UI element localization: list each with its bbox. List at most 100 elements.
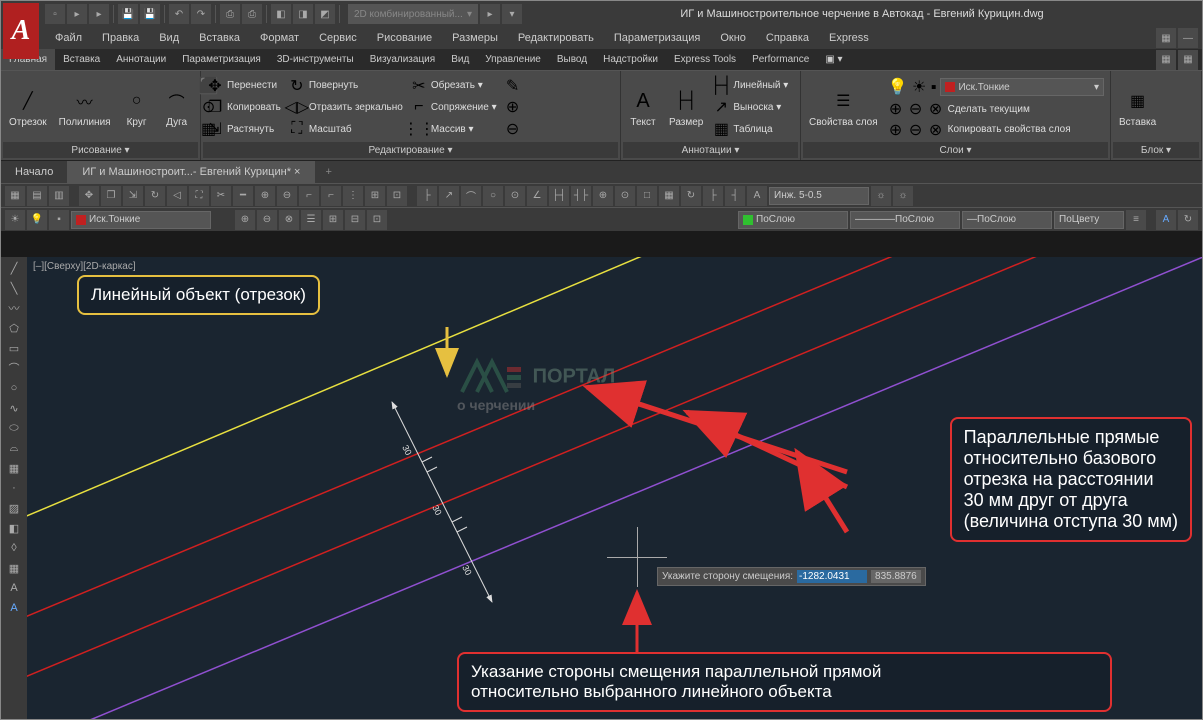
- t37-icon[interactable]: ☼: [893, 186, 913, 206]
- s6-icon[interactable]: ⊗: [279, 210, 299, 230]
- sd-block-icon[interactable]: ▦: [4, 459, 24, 477]
- ly6-icon[interactable]: ⊗: [928, 122, 944, 138]
- t31-icon[interactable]: ▦: [659, 186, 679, 206]
- stretch-button[interactable]: ⇲Растянуть: [205, 120, 283, 138]
- dim-button[interactable]: ├┤Размер: [665, 75, 707, 140]
- tab-express[interactable]: Express Tools: [666, 49, 744, 70]
- t17-icon[interactable]: ⊞: [365, 186, 385, 206]
- m3-icon[interactable]: ⊖: [503, 120, 523, 138]
- t27-icon[interactable]: ┤├: [571, 186, 591, 206]
- min-icon[interactable]: —: [1178, 28, 1198, 48]
- t14-icon[interactable]: ⌐: [299, 186, 319, 206]
- m2-icon[interactable]: ⊕: [503, 98, 523, 116]
- s12-icon[interactable]: A: [1156, 210, 1176, 230]
- t1-icon[interactable]: ▦: [5, 186, 25, 206]
- panel-anno-title[interactable]: Аннотации ▾: [623, 142, 798, 158]
- t35-icon[interactable]: A: [747, 186, 767, 206]
- saveas-icon[interactable]: 💾: [140, 4, 160, 24]
- q3-icon[interactable]: ◩: [315, 4, 335, 24]
- tab-parametric[interactable]: Параметризация: [174, 49, 269, 70]
- coord-x-input[interactable]: [797, 570, 867, 583]
- tab-performance[interactable]: Performance: [744, 49, 817, 70]
- array-button[interactable]: ⋮⋮Массив ▾: [409, 120, 499, 138]
- sd-pline-icon[interactable]: 〰: [4, 299, 24, 317]
- s3-icon[interactable]: ▪: [49, 210, 69, 230]
- copy-layer-props-button[interactable]: Копировать свойства слоя: [948, 124, 1071, 135]
- t8-icon[interactable]: ◁: [167, 186, 187, 206]
- sd-arc-icon[interactable]: ⌒: [4, 359, 24, 377]
- menu-help[interactable]: Справка: [756, 32, 819, 44]
- plotstyle-dropdown[interactable]: ПоЦвету: [1054, 211, 1124, 229]
- ly2-icon[interactable]: ⊖: [908, 101, 924, 117]
- s10-icon[interactable]: ⊡: [367, 210, 387, 230]
- ly1-icon[interactable]: ⊕: [888, 101, 904, 117]
- dynamic-input[interactable]: Укажите сторону смещения: 835.8876: [657, 567, 926, 586]
- s1-icon[interactable]: ☀: [5, 210, 25, 230]
- s8-icon[interactable]: ⊞: [323, 210, 343, 230]
- table-button[interactable]: ▦Таблица: [711, 120, 790, 138]
- linetype-dropdown[interactable]: ———— ПоСлою: [850, 211, 960, 229]
- panel-draw-title[interactable]: Рисование ▾: [3, 142, 198, 158]
- t15-icon[interactable]: ⌐: [321, 186, 341, 206]
- t23-icon[interactable]: ○: [483, 186, 503, 206]
- menu-format[interactable]: Формат: [250, 32, 309, 44]
- menu-tools[interactable]: Сервис: [309, 32, 367, 44]
- app-logo[interactable]: A: [3, 3, 39, 59]
- linear-dim-button[interactable]: ├┤Линейный ▾: [711, 77, 790, 95]
- t10-icon[interactable]: ✂: [211, 186, 231, 206]
- t21-icon[interactable]: ↗: [439, 186, 459, 206]
- q1-icon[interactable]: ◧: [271, 4, 291, 24]
- menu-view[interactable]: Вид: [149, 32, 189, 44]
- panel-modify-title[interactable]: Редактирование ▾: [203, 142, 618, 158]
- tab-manage[interactable]: Управление: [477, 49, 549, 70]
- polyline-button[interactable]: 〰Полилиния: [55, 75, 115, 140]
- panel-block-title[interactable]: Блок ▾: [1113, 142, 1199, 158]
- ly4-icon[interactable]: ⊕: [888, 122, 904, 138]
- t4-icon[interactable]: ✥: [79, 186, 99, 206]
- preview-icon[interactable]: ⎙: [242, 4, 262, 24]
- sd-grad-icon[interactable]: ◧: [4, 519, 24, 537]
- t25-icon[interactable]: ∠: [527, 186, 547, 206]
- tab-start[interactable]: Начало: [1, 161, 68, 183]
- color-dropdown[interactable]: ПоСлою: [738, 211, 848, 229]
- new-icon[interactable]: ▫: [45, 4, 65, 24]
- sd-mtext-icon[interactable]: A: [4, 599, 24, 617]
- menu-edit[interactable]: Правка: [92, 32, 149, 44]
- tab-visualize[interactable]: Визуализация: [362, 49, 443, 70]
- t12-icon[interactable]: ⊕: [255, 186, 275, 206]
- t13-icon[interactable]: ⊖: [277, 186, 297, 206]
- t9-icon[interactable]: ⛶: [189, 186, 209, 206]
- t18-icon[interactable]: ⊡: [387, 186, 407, 206]
- s4-icon[interactable]: ⊕: [235, 210, 255, 230]
- sd-point-icon[interactable]: ·: [4, 479, 24, 497]
- undo-icon[interactable]: ↶: [169, 4, 189, 24]
- sd-hatch-icon[interactable]: ▨: [4, 499, 24, 517]
- t5-icon[interactable]: ❐: [101, 186, 121, 206]
- trim-button[interactable]: ✂Обрезать ▾: [409, 77, 499, 95]
- t36-icon[interactable]: ☼: [871, 186, 891, 206]
- fillet-button[interactable]: ⌐Сопряжение ▾: [409, 98, 499, 116]
- sd-text-icon[interactable]: A: [4, 579, 24, 597]
- menu-window[interactable]: Окно: [710, 32, 756, 44]
- qat-more-icon[interactable]: ▾: [502, 4, 522, 24]
- menu-insert[interactable]: Вставка: [189, 32, 250, 44]
- tab-addins[interactable]: Надстройки: [595, 49, 666, 70]
- circle-button[interactable]: ○Круг: [119, 75, 155, 140]
- s2-icon[interactable]: 💡: [27, 210, 47, 230]
- sd-rect-icon[interactable]: ▭: [4, 339, 24, 357]
- sd-xline-icon[interactable]: ╲: [4, 279, 24, 297]
- m1-icon[interactable]: ✎: [503, 77, 523, 95]
- r2-icon[interactable]: ▦: [1178, 50, 1198, 70]
- sd-ellipse-icon[interactable]: ⬭: [4, 419, 24, 437]
- t26-icon[interactable]: ├┤: [549, 186, 569, 206]
- ly3-icon[interactable]: ⊗: [928, 101, 944, 117]
- t28-icon[interactable]: ⊕: [593, 186, 613, 206]
- lineweight-dropdown[interactable]: — ПоСлою: [962, 211, 1052, 229]
- make-current-button[interactable]: Сделать текущим: [948, 104, 1030, 115]
- tab-3d[interactable]: 3D-инструменты: [269, 49, 362, 70]
- save-icon[interactable]: 💾: [118, 4, 138, 24]
- t30-icon[interactable]: □: [637, 186, 657, 206]
- menu-parametric[interactable]: Параметризация: [604, 32, 710, 44]
- tab-view[interactable]: Вид: [443, 49, 477, 70]
- line-button[interactable]: ╱Отрезок: [5, 75, 51, 140]
